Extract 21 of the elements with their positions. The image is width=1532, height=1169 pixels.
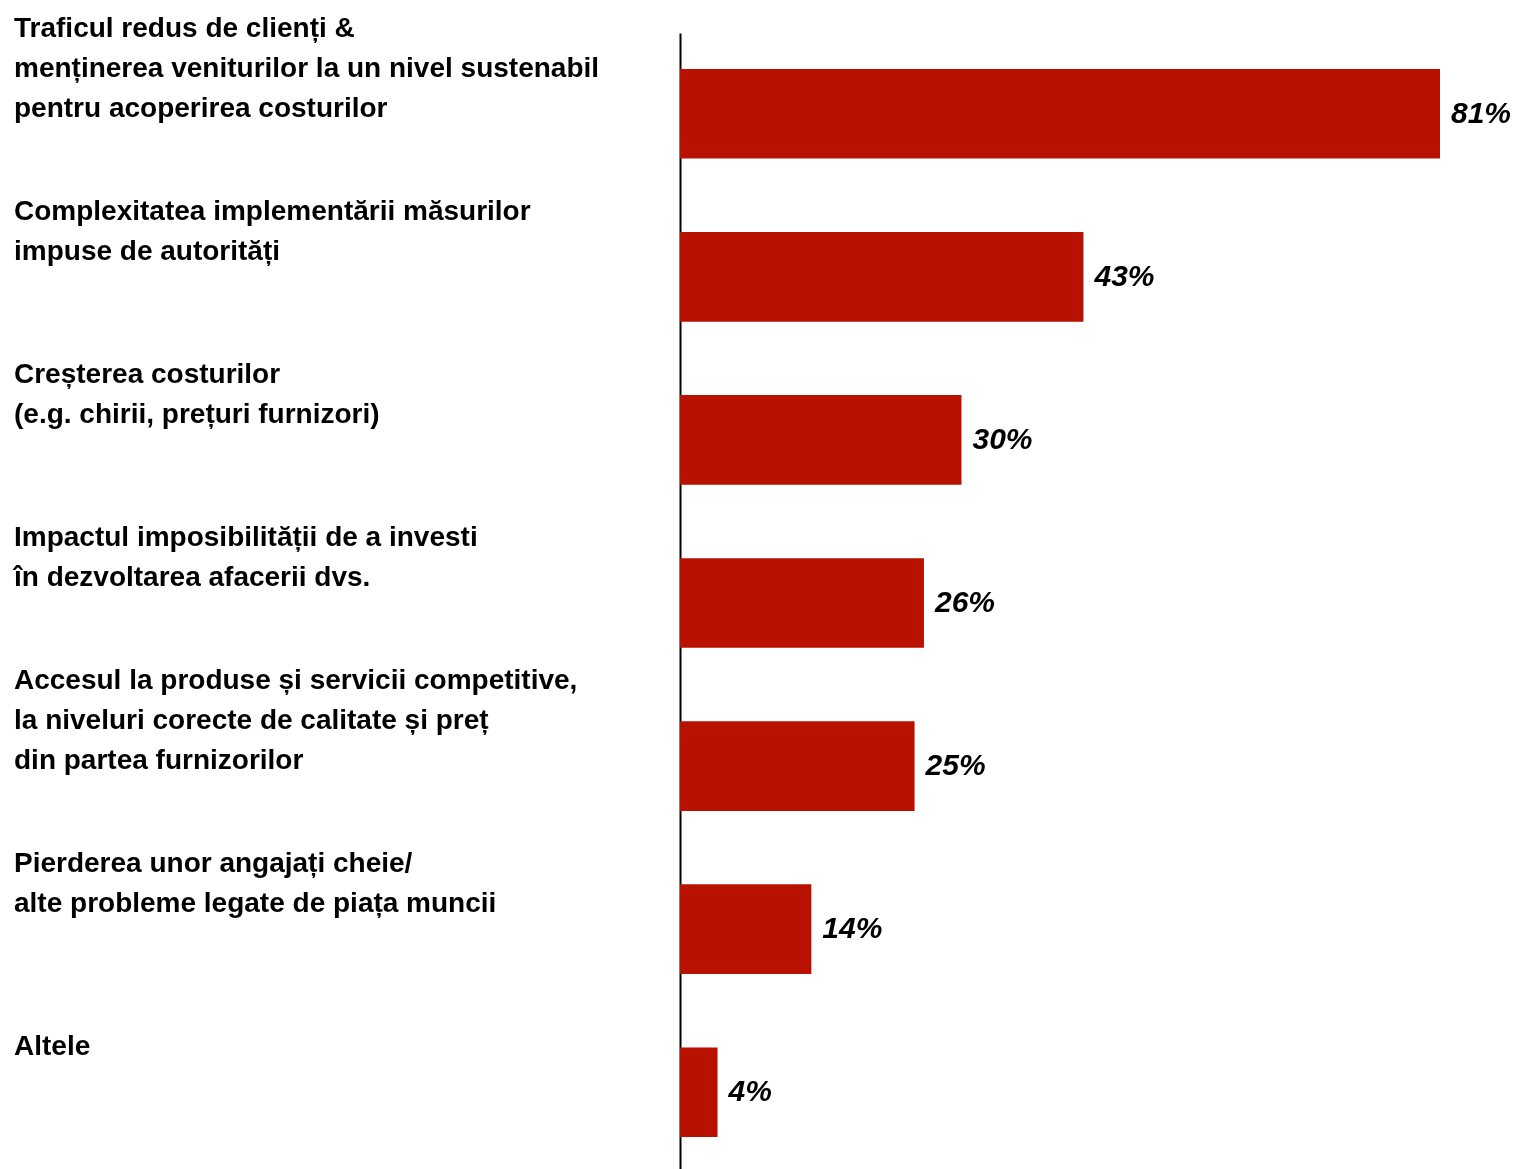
bar [680, 721, 915, 811]
data-label: 43% [1093, 258, 1155, 292]
bar [680, 231, 1084, 322]
y-tick-label: Creșterea costurilor (e.g. chirii, prețuri furnizori) [14, 358, 380, 430]
data-label: 30% [972, 421, 1033, 455]
y-tick-label: Traficul redus de clienți & menținerea veniturilor la un nivel sustenabil pentru acoperirea costurilor [14, 11, 600, 123]
y-tick-label: Accesul la produse și servicii competitive, la niveluri corecte de calitate și preț din partea furnizorilor [14, 664, 578, 776]
data-label: 81% [1451, 95, 1512, 129]
bar [680, 395, 962, 485]
y-tick-label: Altele [14, 1030, 91, 1062]
y-tick-label: Pierderea unor angajați cheie/ alte probleme legate de piața muncii [14, 847, 497, 919]
data-label: 14% [822, 911, 883, 945]
bar [680, 558, 924, 648]
data-label: 25% [924, 748, 986, 782]
bar [680, 68, 1440, 159]
y-tick-label: Impactul imposibilității de a investi în dezvoltarea afacerii dvs. [12, 521, 478, 593]
bar [680, 1047, 718, 1138]
data-label: 4% [727, 1074, 772, 1108]
y-tick-label: Complexitatea implementării măsurilor impuse de autorități [14, 194, 531, 266]
data-label: 26% [933, 585, 995, 618]
bar [680, 884, 812, 975]
